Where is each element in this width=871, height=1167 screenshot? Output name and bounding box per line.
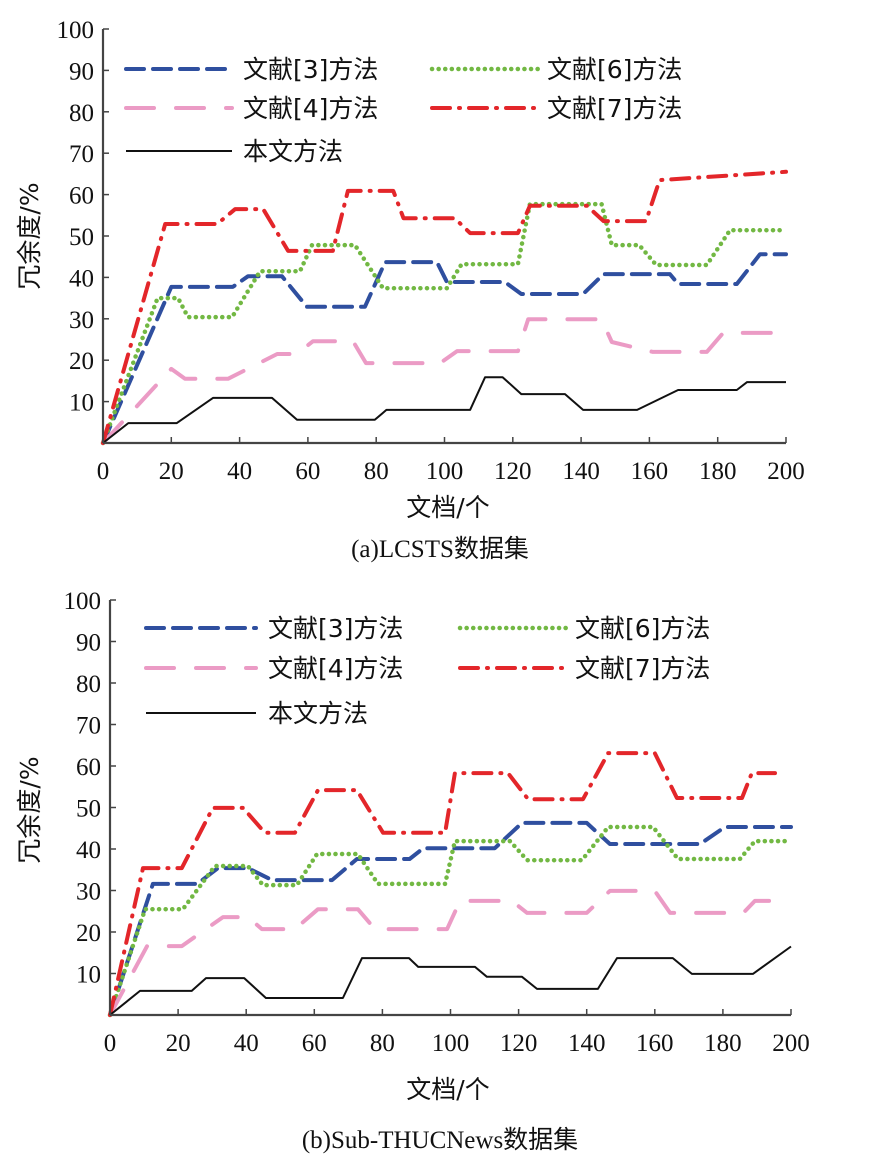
chart-a: 0 20 40 60 80 100 120 140 160 180 200 10 20 30 40 50 60… [15,17,805,563]
chart-a-y-tick-label: 10 [69,390,94,417]
chart-b-x-axis-label: 文档/个 [406,1075,489,1104]
chart-b-y-axis-label: 冗余度/% [15,756,44,863]
chart-a-legend-label: 文献[7]方法 [547,94,682,123]
chart-a-x-tick-label: 60 [295,458,320,485]
chart-a-y-tick-label: 40 [69,265,94,292]
chart-b-legend-item: 文献[7]方法 [458,654,710,683]
chart-b-x-tick-label: 20 [166,1030,191,1057]
chart-b-x-tick-label: 60 [302,1030,327,1057]
chart-a-y-tick-labels: 10 20 30 40 50 60 70 80 90 100 [57,17,95,417]
chart-b-series-line-2 [107,824,794,1018]
chart-b-y-tick-label: 100 [64,588,102,615]
chart-b-series-line-5 [109,945,792,1016]
chart-a-x-tick-label: 40 [227,458,252,485]
chart-b: 0 20 40 60 80 100 120 140 160 180 200 10 20 30 40 50 60… [15,588,810,1154]
chart-a-y-tick-label: 30 [69,307,94,334]
chart-b-x-tick-label: 140 [568,1030,606,1057]
chart-b-y-tick-label: 90 [76,630,101,657]
chart-b-y-tick-label: 30 [76,879,101,906]
chart-a-y-tick-label: 20 [69,348,94,375]
chart-a-title: (a)LCSTS数据集 [351,535,529,563]
chart-a-x-tick-label: 140 [562,458,600,485]
chart-b-x-tick-label: 0 [104,1030,117,1057]
chart-a-y-tick-label: 80 [69,100,94,127]
chart-b-legend-label: 文献[3]方法 [268,614,403,643]
chart-a-legend-item: 文献[4]方法 [124,94,378,123]
chart-b-legend-label: 文献[4]方法 [268,654,403,683]
chart-b-x-tick-label: 180 [704,1030,742,1057]
chart-a-y-tick-label: 70 [69,141,94,168]
chart-b-legend-item: 文献[6]方法 [457,614,710,643]
chart-b-series-line-3 [108,888,793,1017]
chart-a-y-tick-label: 100 [57,17,95,44]
chart-b-legend-item: 文献[3]方法 [144,614,403,643]
chart-a-axes [101,28,787,445]
chart-a-x-tick-label: 100 [426,458,464,485]
chart-a-x-tick-label: 80 [364,458,389,485]
chart-a-x-tick-labels: 0 20 40 60 80 100 120 140 160 180 200 [97,458,805,485]
chart-a-series-line-4 [101,169,788,445]
chart-b-y-tick-label: 50 [76,796,101,823]
chart-b-y-tick-label: 60 [76,754,101,781]
chart-b-x-tick-label: 100 [432,1030,470,1057]
chart-a-legend-label: 文献[6]方法 [547,55,682,84]
chart-b-y-tick-label: 70 [76,713,101,740]
chart-a-legend-label: 文献[4]方法 [243,94,378,123]
chart-b-y-tick-label: 80 [76,671,101,698]
chart-a-x-tick-label: 180 [699,458,737,485]
chart-a-x-tick-label: 20 [159,458,184,485]
chart-b-y-tick-label: 40 [76,837,101,864]
chart-b-x-tick-label: 40 [234,1030,259,1057]
chart-a-legend-label: 本文方法 [243,137,343,166]
chart-b-y-tick-label: 10 [76,962,101,989]
chart-a-x-tick-label: 120 [494,458,532,485]
chart-a-x-axis-label: 文档/个 [406,493,489,522]
chart-b-x-tick-label: 120 [500,1030,538,1057]
chart-a-y-tick-label: 50 [69,224,94,251]
chart-b-legend-label: 文献[7]方法 [575,654,710,683]
chart-a-y-tick-label: 60 [69,183,94,210]
chart-b-series-line-4 [108,751,777,1017]
chart-a-x-tick-label: 200 [767,458,805,485]
chart-a-y-tick-label: 90 [69,58,94,85]
chart-b-y-tick-label: 20 [76,920,101,947]
chart-b-series-line-1 [108,820,793,1017]
chart-b-x-tick-labels: 0 20 40 60 80 100 120 140 160 180 200 [104,1030,810,1057]
chart-a-legend-item: 文献[3]方法 [124,55,378,84]
chart-b-title: (b)Sub-THUCNews数据集 [302,1126,578,1154]
chart-a-lines [100,169,789,446]
chart-b-legend-label: 文献[6]方法 [575,614,710,643]
chart-b-y-tick-labels: 10 20 30 40 50 60 70 80 90 100 [64,588,102,989]
chart-a-series-line-2 [100,201,789,446]
chart-a-legend-item: 文献[7]方法 [430,94,682,123]
chart-b-axes [108,599,792,1017]
chart-a-series-line-3 [101,317,788,445]
chart-a-series-line-5 [102,376,786,444]
chart-b-lines [107,751,794,1018]
chart-b-x-tick-label: 160 [636,1030,674,1057]
chart-b-legend-item: 文献[4]方法 [144,654,403,683]
chart-b-legend-item: 本文方法 [146,699,368,728]
chart-b-x-tick-label: 80 [370,1030,395,1057]
chart-a-legend-label: 文献[3]方法 [243,55,378,84]
chart-a-legend-item: 本文方法 [126,137,343,166]
chart-a-legend-item: 文献[6]方法 [429,55,682,84]
chart-a-y-axis-label: 冗余度/% [15,182,44,289]
chart-a-series-line-1 [101,252,788,445]
chart-a-x-tick-label: 0 [97,458,110,485]
chart-b-x-tick-label: 200 [772,1030,810,1057]
chart-b-legend-label: 本文方法 [268,699,368,728]
chart-a-x-tick-label: 160 [631,458,669,485]
